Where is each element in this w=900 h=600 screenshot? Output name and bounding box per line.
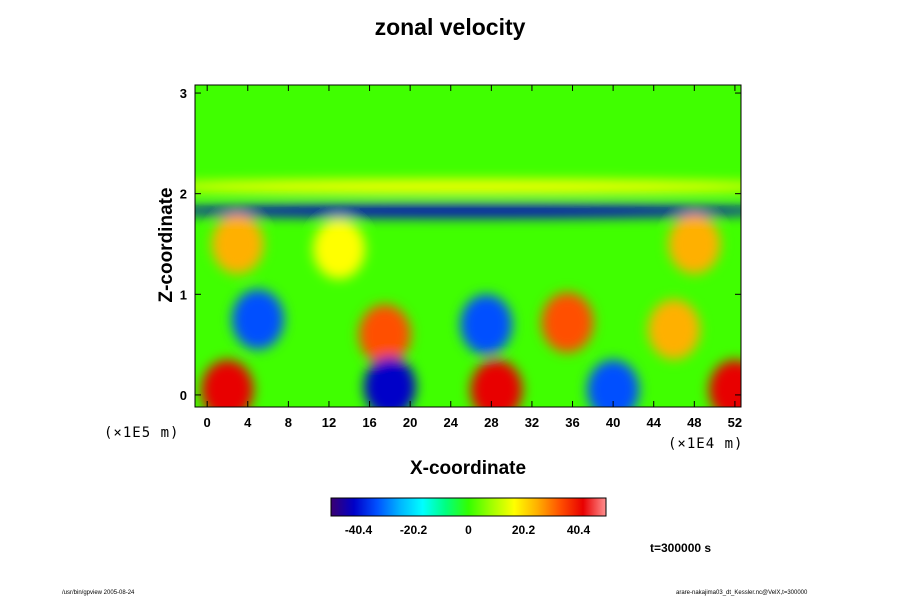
colorbar-tick-label: -40.4 <box>345 523 373 537</box>
plot-area <box>194 84 742 408</box>
field-feature <box>648 299 701 360</box>
x-axis-label: X-coordinate <box>409 458 527 479</box>
y-axis: 0 1 2 3 <box>180 86 741 403</box>
x-tick-label: 32 <box>525 415 539 430</box>
colorbar-tick-label: -20.2 <box>400 523 428 537</box>
x-tick-label: 48 <box>687 415 701 430</box>
time-label: t=300000 s <box>650 541 712 555</box>
x-tick-label: 28 <box>484 415 498 430</box>
field-feature <box>195 179 741 194</box>
footer-right: arare-nakajima03_dt_Kessler.nc@VelX,t=30… <box>676 590 808 596</box>
x-tick-label: 4 <box>244 415 252 430</box>
x-tick-label: 20 <box>403 415 417 430</box>
footer-left: /usr/bin/gpview 2005-08-24 <box>62 590 135 596</box>
field-feature <box>358 304 411 365</box>
x-tick-label: 24 <box>444 415 459 430</box>
field-feature <box>460 294 513 355</box>
plot-frame <box>194 84 742 408</box>
x-tick-label: 12 <box>322 415 336 430</box>
velocity-field <box>195 179 741 407</box>
x-tick-label: 16 <box>362 415 376 430</box>
chart-title: zonal velocity <box>374 14 526 40</box>
field-feature <box>668 213 721 274</box>
y-tick-label: 1 <box>180 287 187 302</box>
field-feature <box>363 356 416 407</box>
field-feature <box>541 292 594 353</box>
colorbar-tick-label: 20.2 <box>512 523 536 537</box>
colorbar: -40.4 -20.2 0 20.2 40.4 <box>330 497 607 537</box>
field-feature <box>470 359 523 407</box>
colorbar-tick-label: 0 <box>465 523 472 537</box>
x-tick-label: 0 <box>204 415 211 430</box>
plot-background <box>195 85 741 407</box>
x-tick-label: 52 <box>728 415 742 430</box>
x-tick-label: 36 <box>565 415 579 430</box>
field-feature <box>231 289 284 350</box>
x-tick-label: 44 <box>646 415 661 430</box>
field-feature <box>211 213 264 274</box>
x-tick-label: 8 <box>285 415 292 430</box>
y-tick-label: 0 <box>180 388 187 403</box>
field-feature <box>313 219 366 280</box>
colorbar-tick-label: 40.4 <box>567 523 591 537</box>
colorbar-bar <box>330 497 607 517</box>
field-feature <box>708 359 741 407</box>
field-feature <box>195 203 741 218</box>
field-feature <box>587 359 640 407</box>
y-axis-label: Z-coordinate <box>156 187 177 303</box>
y-tick-label: 2 <box>180 187 187 202</box>
x-axis: 0 4 8 12 16 20 24 28 32 36 40 44 48 52 <box>204 85 742 430</box>
y-tick-label: 3 <box>180 86 187 101</box>
y-unit-label: (×1E5 m) <box>104 425 180 441</box>
field-feature <box>201 359 254 407</box>
x-unit-label: (×1E4 m) <box>668 436 744 452</box>
x-tick-label: 40 <box>606 415 620 430</box>
